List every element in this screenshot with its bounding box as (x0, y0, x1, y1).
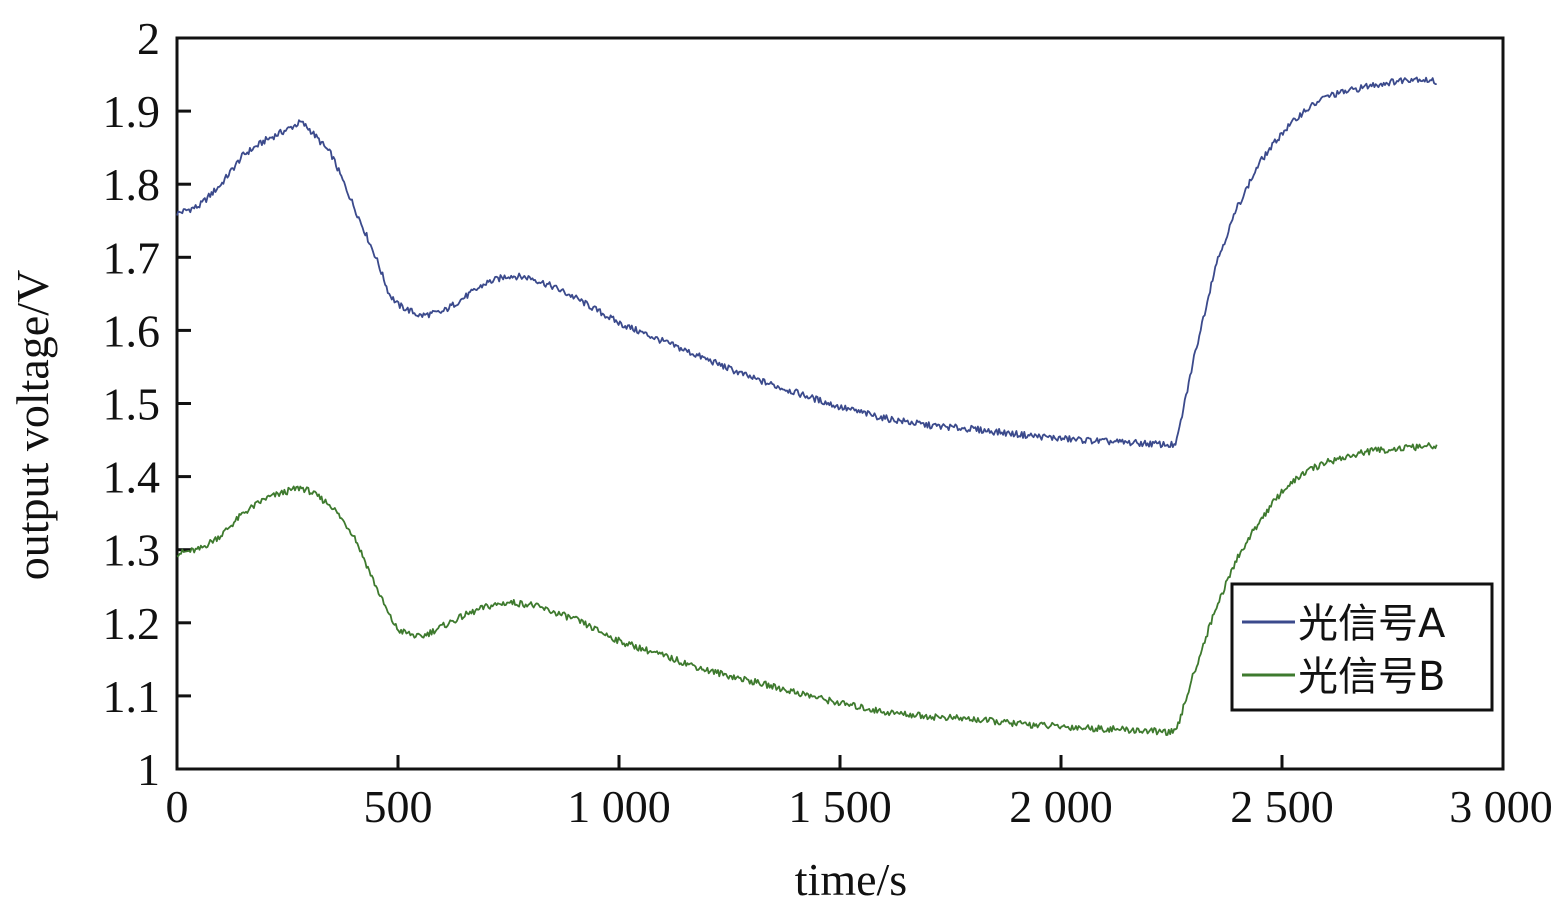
y-tick-label: 1 (137, 744, 160, 795)
x-tick-label: 2 000 (1009, 781, 1113, 832)
y-tick-label: 1.4 (103, 452, 161, 503)
y-tick-label: 1.1 (103, 671, 161, 722)
x-tick-label: 1 500 (788, 781, 892, 832)
y-tick-label: 1.9 (103, 86, 161, 137)
series-lines (176, 76, 1438, 736)
x-tick-label: 1 000 (567, 781, 671, 832)
x-tick-label: 2 500 (1230, 781, 1334, 832)
legend: 光信号A 光信号B (1230, 582, 1494, 712)
legend-box (1230, 582, 1494, 712)
legend-label-a: 光信号A (1298, 601, 1446, 647)
x-axis-title: time/s (795, 854, 907, 905)
x-tick-label: 500 (364, 781, 433, 832)
y-tick-label: 1.2 (103, 598, 161, 649)
series-line-a (176, 76, 1437, 449)
x-tick-label: 3 000 (1449, 781, 1553, 832)
series-line-b (176, 442, 1438, 736)
y-tick-label: 1.6 (103, 305, 161, 356)
legend-label-b: 光信号B (1298, 654, 1445, 700)
y-axis-title: output voltage/V (7, 270, 58, 580)
y-tick-label: 1.3 (103, 525, 161, 576)
y-tick-label: 2 (137, 13, 160, 64)
y-tick-label: 1.5 (103, 379, 161, 430)
x-axis-ticks: 0 500 1 000 1 500 2 000 2 500 3 000 (166, 755, 1553, 832)
y-tick-label: 1.7 (103, 232, 161, 283)
y-axis-ticks: 1 1.1 1.2 1.3 1.4 1.5 1.6 1.7 1.8 1.9 2 (103, 13, 191, 795)
y-tick-label: 1.8 (103, 159, 161, 210)
x-tick-label: 0 (166, 781, 189, 832)
